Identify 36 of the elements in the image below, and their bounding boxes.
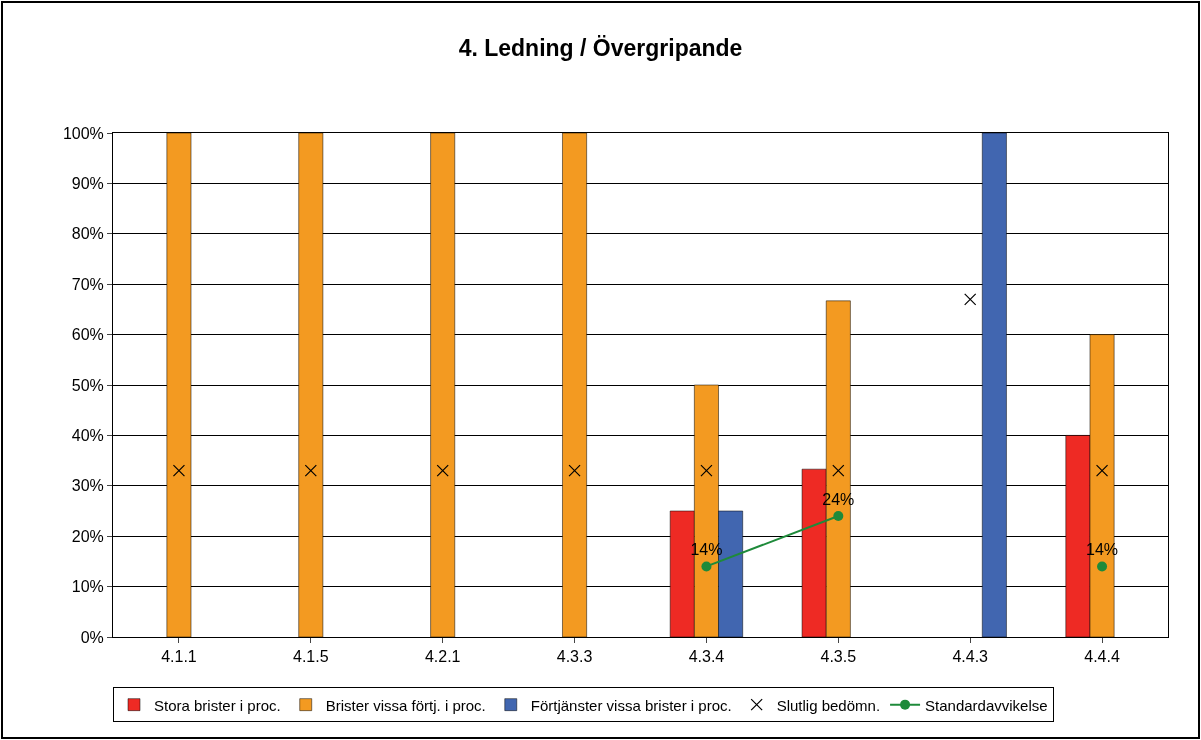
y-tick-label: 40% — [71, 427, 104, 444]
point — [1097, 561, 1108, 572]
x-tick-label: 4.3.4 — [688, 648, 725, 666]
y-tick-label: 30% — [71, 477, 104, 495]
legend-label: Standardavvikelse — [925, 696, 1048, 714]
legend-label: Stora brister i proc. — [154, 696, 281, 714]
legend-label: Brister vissa förtj. i proc. — [325, 696, 486, 714]
point — [832, 464, 845, 477]
x-tick-label: 4.1.1 — [161, 648, 197, 666]
x-tick-label: 4.4.3 — [952, 648, 989, 666]
point — [700, 464, 713, 477]
x-tick-label: 4.2.1 — [424, 648, 461, 666]
point — [172, 464, 186, 477]
point — [964, 293, 977, 306]
y-tick-label: 90% — [71, 175, 104, 192]
y-tick-label: 10% — [71, 578, 104, 596]
y-tick-label: 60% — [71, 326, 104, 344]
point — [304, 464, 317, 477]
x-tick-label: 4.3.5 — [820, 648, 857, 666]
point — [1095, 464, 1109, 477]
x-tick-label: 4.4.4 — [1084, 648, 1120, 666]
point — [436, 464, 449, 477]
legend-label: Förtjänster vissa brister i proc. — [530, 696, 732, 714]
y-tick-label: 50% — [71, 376, 104, 394]
x-tick-label: 4.1.5 — [293, 648, 329, 666]
legend-label: Slutlig bedömn. — [776, 696, 881, 714]
y-tick-label: 20% — [71, 527, 104, 545]
y-tick-label: 70% — [71, 275, 104, 293]
point — [568, 464, 581, 477]
point — [833, 511, 844, 522]
y-tick-label: 0% — [80, 628, 104, 646]
x-tick-label: 4.3.3 — [556, 648, 593, 666]
y-tick-label: 80% — [71, 225, 104, 243]
chart-title: 4. Ledning / Övergripande — [458, 34, 743, 61]
point — [701, 561, 712, 572]
y-tick-label: 100% — [62, 124, 104, 142]
